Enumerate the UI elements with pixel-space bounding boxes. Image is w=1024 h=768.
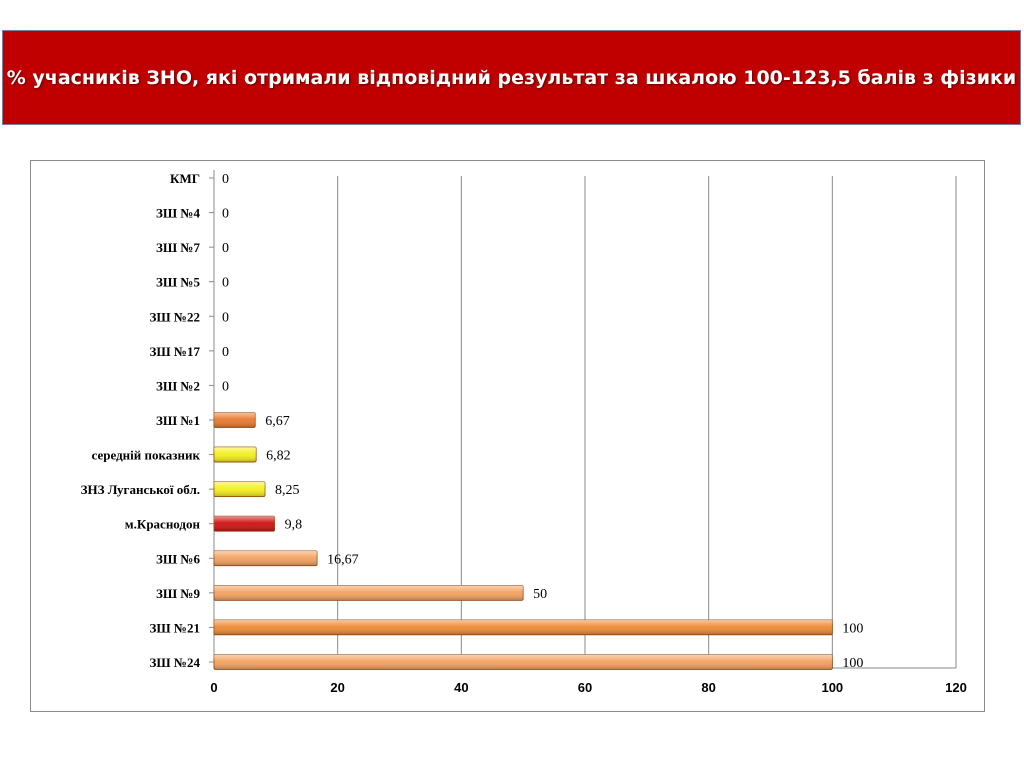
value-label: 16,67	[327, 552, 359, 567]
x-tick-label: 40	[454, 680, 468, 695]
category-label: КМГ	[170, 171, 200, 186]
value-label: 0	[222, 276, 229, 291]
labels: 0 20 40 60 80 100 120 КМГ 0 ЗШ №4 0 ЗШ №7 0 ЗШ №5 0 ЗШ …	[81, 171, 967, 695]
x-tick-label: 20	[330, 680, 344, 695]
value-label: 8,25	[275, 483, 300, 498]
value-label: 0	[222, 207, 229, 222]
bar-shading	[214, 619, 833, 635]
category-label: ЗШ №2	[156, 378, 200, 393]
value-label: 0	[222, 241, 229, 256]
value-label: 100	[842, 621, 863, 636]
category-label: ЗШ №1	[156, 413, 200, 428]
category-label: ЗШ №6	[156, 551, 200, 566]
x-tick-label: 100	[821, 680, 843, 695]
value-label: 6,67	[265, 414, 290, 429]
bar-shading	[214, 447, 257, 463]
category-label: ЗШ №5	[156, 275, 200, 290]
bar-shading	[214, 481, 266, 497]
bar-shading	[214, 585, 524, 601]
bars	[213, 412, 833, 670]
category-label: середній показник	[92, 448, 201, 463]
category-label: ЗНЗ Луганської обл.	[81, 482, 200, 497]
x-tick-label: 0	[210, 680, 217, 695]
value-label: 9,8	[285, 518, 303, 533]
bar-shading	[214, 412, 256, 428]
page-title: % учасників ЗНО, які отримали відповідни…	[6, 66, 1017, 89]
value-label: 50	[533, 587, 547, 602]
value-label: 6,82	[266, 449, 291, 464]
bar-shading	[214, 654, 833, 670]
value-label: 0	[222, 172, 229, 187]
value-label: 0	[222, 345, 229, 360]
bar-shading	[214, 550, 318, 566]
category-label: ЗШ №9	[156, 586, 200, 601]
value-label: 0	[222, 310, 229, 325]
category-label: м.Краснодон	[125, 517, 201, 532]
category-label: ЗШ №7	[156, 240, 200, 255]
x-tick-label: 80	[701, 680, 715, 695]
x-tick-label: 120	[945, 680, 967, 695]
value-label: 100	[842, 656, 863, 671]
bar-shading	[214, 516, 275, 532]
x-tick-label: 60	[578, 680, 592, 695]
category-label: ЗШ №21	[150, 620, 200, 635]
category-label: ЗШ №4	[156, 206, 200, 221]
title-banner: % учасників ЗНО, які отримали відповідни…	[2, 30, 1021, 125]
category-label: ЗШ №22	[150, 309, 200, 324]
category-label: ЗШ №24	[150, 655, 201, 670]
value-label: 0	[222, 379, 229, 394]
category-label: ЗШ №17	[150, 344, 201, 359]
